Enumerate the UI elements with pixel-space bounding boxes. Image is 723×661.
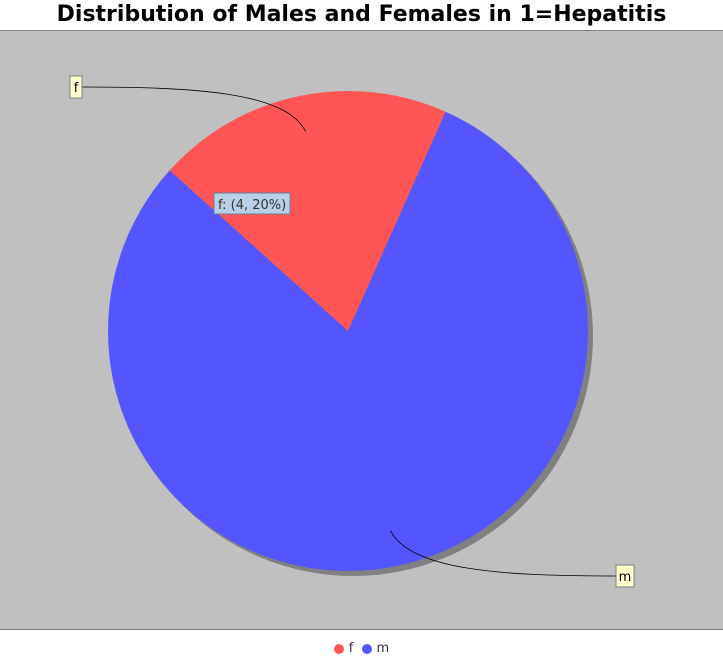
pie-slice-f[interactable] [169, 91, 446, 331]
plot-area: f m f: (4, 20%) [0, 30, 723, 630]
tooltip-text: f: (4, 20%) [218, 198, 286, 213]
chart-title: Distribution of Males and Females in 1=H… [56, 2, 667, 27]
pie-slice-m[interactable] [108, 111, 589, 572]
label-leader-f [79, 86, 306, 132]
legend-label-f: f [348, 641, 354, 656]
legend-swatch-m [361, 643, 372, 654]
slice-label-m: m [619, 570, 632, 585]
tooltip-box [213, 192, 291, 215]
legend-item-f[interactable]: f [333, 641, 354, 656]
slice-label-f: f [74, 81, 79, 96]
legend-label-m: m [376, 641, 390, 656]
legend-swatch-f [333, 643, 344, 654]
legend: f m [0, 641, 723, 661]
legend-item-m[interactable]: m [361, 641, 390, 656]
label-leader-m [390, 530, 617, 577]
slice-label-box-m [615, 564, 635, 588]
pie-chart: f m f: (4, 20%) [69, 75, 635, 588]
slice-label-box-f [69, 75, 83, 99]
